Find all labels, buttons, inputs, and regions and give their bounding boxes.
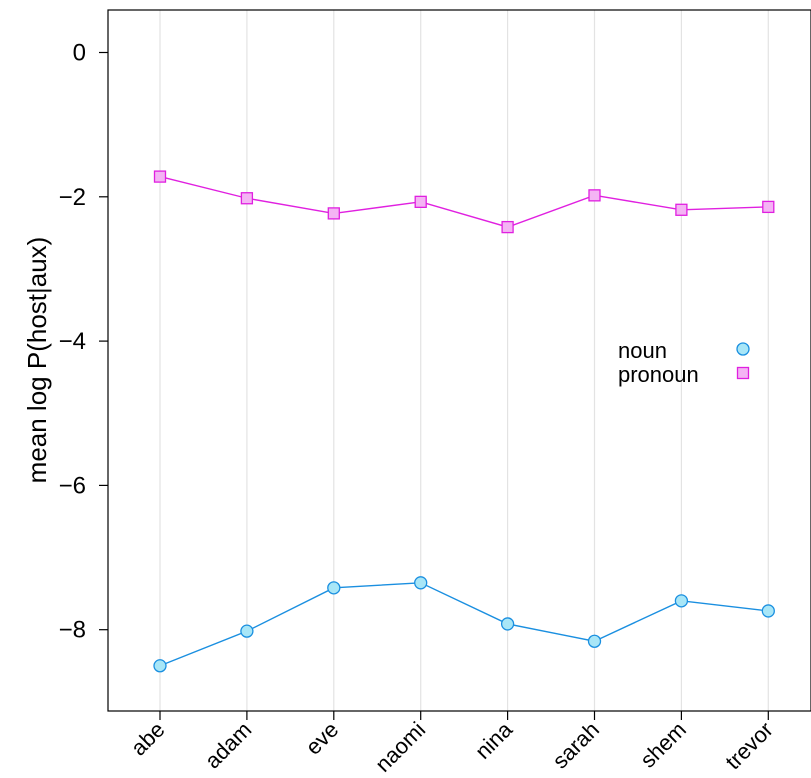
point-noun-adam: [240, 624, 254, 638]
point-pronoun-adam: [240, 192, 254, 205]
x-tick-label-adam: adam: [200, 717, 257, 774]
point-noun-nina: [500, 617, 515, 631]
x-tick-label-nina: nina: [470, 716, 518, 764]
legend-marker-pronoun: [736, 366, 750, 380]
point-noun-shem: [674, 594, 689, 608]
series-line-pronoun: [159, 175, 769, 228]
point-pronoun-nina: [501, 220, 514, 234]
y-tick-label-2: −4: [59, 328, 86, 355]
point-noun-eve: [327, 581, 341, 595]
y-tick-label-4: −8: [59, 617, 86, 644]
x-tick-label-trevor: trevor: [720, 717, 777, 774]
point-noun-naomi: [414, 576, 428, 590]
y-axis: 0 −2 −4 −6 −8: [59, 40, 108, 644]
point-pronoun-sarah: [588, 189, 601, 202]
x-tick-label-abe: abe: [126, 717, 170, 761]
plot-frame: [107, 9, 811, 712]
legend-label-pronoun: pronoun: [618, 362, 699, 387]
legend: noun pronoun: [618, 338, 750, 387]
point-pronoun-shem: [675, 203, 688, 216]
y-tick-label-0: 0: [73, 40, 86, 67]
series-layer: [153, 170, 775, 673]
x-tick-label-eve: eve: [301, 717, 344, 760]
point-noun-sarah: [587, 634, 602, 648]
point-pronoun-abe: [153, 170, 167, 183]
point-noun-abe: [153, 659, 167, 673]
x-tick-label-sarah: sarah: [547, 717, 604, 774]
legend-marker-noun: [736, 342, 750, 356]
grid-layer: [159, 10, 769, 711]
series-line-noun: [159, 582, 769, 667]
point-noun-trevor: [761, 604, 775, 618]
legend-label-noun: noun: [618, 338, 667, 363]
point-pronoun-trevor: [762, 200, 775, 214]
y-tick-label-1: −2: [59, 184, 86, 211]
y-tick-label-3: −6: [59, 472, 86, 499]
x-tick-label-shem: shem: [635, 717, 691, 773]
y-axis-title: mean log P(host|aux): [22, 237, 52, 484]
point-pronoun-naomi: [414, 195, 427, 209]
point-pronoun-eve: [327, 207, 340, 220]
x-tick-label-naomi: naomi: [370, 717, 430, 777]
x-axis: abe adam eve naomi nina sarah shem trevor: [126, 711, 778, 777]
